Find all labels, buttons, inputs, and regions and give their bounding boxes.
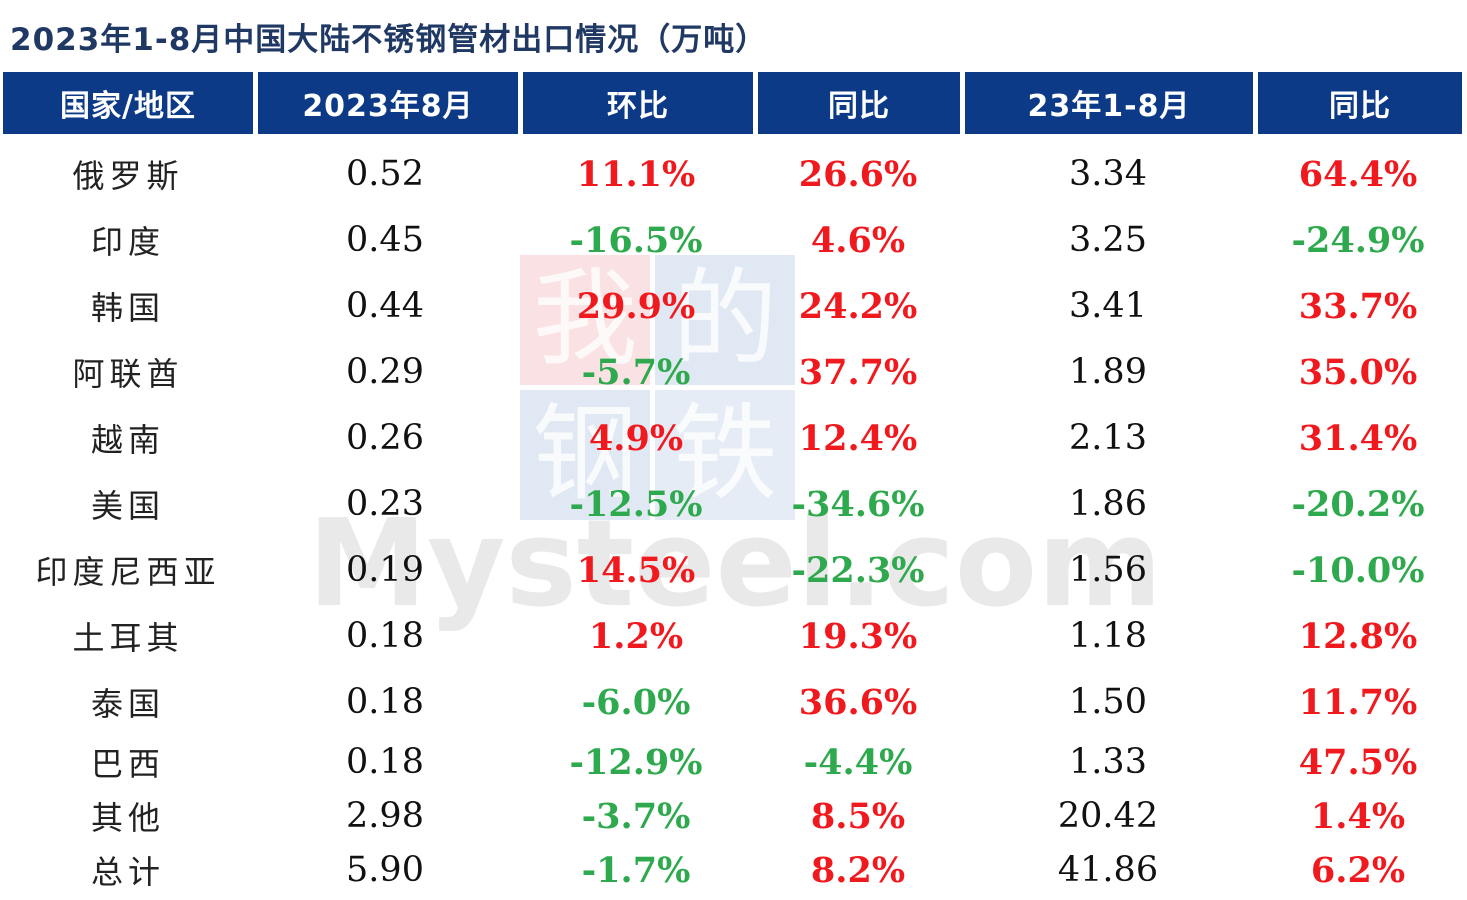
table-row: 俄罗斯 0.52 11.1% 26.6% 3.34 64.4% xyxy=(0,144,1467,204)
cell-ytd: 3.25 xyxy=(1069,220,1147,260)
cell-ytd: 1.56 xyxy=(1069,550,1147,590)
cell-aug: 5.90 xyxy=(346,850,424,890)
cell-ytd-yoy: 1.4% xyxy=(1310,795,1406,837)
cell-ytd-yoy: 35.0% xyxy=(1298,351,1418,393)
cell-ytd-yoy: 12.8% xyxy=(1298,615,1418,657)
cell-yoy: 8.2% xyxy=(810,849,906,891)
cell-ytd: 1.18 xyxy=(1069,616,1147,656)
cell-ytd: 2.13 xyxy=(1069,418,1147,458)
cell-country: 其他 xyxy=(90,799,165,837)
table-row: 其他 2.98 -3.7% 8.5% 20.42 1.4% xyxy=(0,786,1467,846)
table-row: 土耳其 0.18 1.2% 19.3% 1.18 12.8% xyxy=(0,606,1467,666)
cell-ytd-yoy: 31.4% xyxy=(1298,417,1418,459)
cell-aug: 0.19 xyxy=(346,550,424,590)
cell-yoy: 37.7% xyxy=(798,351,918,393)
table-row: 韩国 0.44 29.9% 24.2% 3.41 33.7% xyxy=(0,276,1467,336)
cell-aug: 0.18 xyxy=(346,682,424,722)
cell-mom: -3.7% xyxy=(581,795,691,837)
cell-ytd: 3.41 xyxy=(1069,286,1147,326)
cell-ytd-yoy: -24.9% xyxy=(1291,219,1425,261)
chart-title: 2023年1-8月中国大陆不锈钢管材出口情况（万吨） xyxy=(10,22,768,58)
cell-ytd: 1.86 xyxy=(1069,484,1147,524)
cell-yoy: 26.6% xyxy=(798,153,918,195)
header-ytd-yoy: 同比 xyxy=(1258,72,1462,134)
cell-yoy: -4.4% xyxy=(803,741,913,783)
header-ytd: 23年1-8月 xyxy=(965,72,1253,134)
table-header: 国家/地区 2023年8月 环比 同比 23年1-8月 同比 xyxy=(3,72,1462,134)
cell-mom: -5.7% xyxy=(581,351,691,393)
cell-yoy: 8.5% xyxy=(810,795,906,837)
cell-mom: 29.9% xyxy=(576,285,696,327)
cell-aug: 0.23 xyxy=(346,484,424,524)
header-country: 国家/地区 xyxy=(3,72,253,134)
cell-ytd-yoy: 11.7% xyxy=(1298,681,1418,723)
cell-ytd: 3.34 xyxy=(1069,154,1147,194)
cell-mom: -12.5% xyxy=(569,483,703,525)
cell-ytd-yoy: -10.0% xyxy=(1291,549,1425,591)
table-row: 总计 5.90 -1.7% 8.2% 41.86 6.2% xyxy=(0,840,1467,900)
table-row: 美国 0.23 -12.5% -34.6% 1.86 -20.2% xyxy=(0,474,1467,534)
cell-ytd: 1.33 xyxy=(1069,742,1147,782)
table-row: 巴西 0.18 -12.9% -4.4% 1.33 47.5% xyxy=(0,732,1467,792)
table-row: 阿联酋 0.29 -5.7% 37.7% 1.89 35.0% xyxy=(0,342,1467,402)
header-aug: 2023年8月 xyxy=(258,72,518,134)
cell-ytd-yoy: 47.5% xyxy=(1298,741,1418,783)
cell-country: 韩国 xyxy=(90,289,165,327)
header-yoy: 同比 xyxy=(758,72,960,134)
cell-ytd: 41.86 xyxy=(1057,850,1159,890)
table-row: 印度 0.45 -16.5% 4.6% 3.25 -24.9% xyxy=(0,210,1467,270)
cell-ytd-yoy: 64.4% xyxy=(1298,153,1418,195)
cell-country: 印度 xyxy=(90,223,165,261)
table-row: 印度尼西亚 0.19 14.5% -22.3% 1.56 -10.0% xyxy=(0,540,1467,600)
cell-mom: -16.5% xyxy=(569,219,703,261)
cell-country: 美国 xyxy=(90,487,165,525)
cell-mom: 14.5% xyxy=(576,549,696,591)
cell-aug: 0.45 xyxy=(346,220,424,260)
cell-aug: 0.18 xyxy=(346,616,424,656)
cell-country: 俄罗斯 xyxy=(72,157,184,195)
cell-mom: 11.1% xyxy=(576,153,696,195)
cell-yoy: 19.3% xyxy=(798,615,918,657)
table-row: 越南 0.26 4.9% 12.4% 2.13 31.4% xyxy=(0,408,1467,468)
cell-yoy: -22.3% xyxy=(791,549,925,591)
cell-aug: 2.98 xyxy=(346,796,424,836)
cell-ytd-yoy: 6.2% xyxy=(1310,849,1406,891)
cell-ytd-yoy: -20.2% xyxy=(1291,483,1425,525)
cell-mom: 1.2% xyxy=(588,615,684,657)
cell-country: 印度尼西亚 xyxy=(35,553,221,591)
cell-country: 巴西 xyxy=(90,745,165,783)
cell-ytd-yoy: 33.7% xyxy=(1298,285,1418,327)
cell-aug: 0.29 xyxy=(346,352,424,392)
cell-mom: -6.0% xyxy=(581,681,691,723)
cell-yoy: 24.2% xyxy=(798,285,918,327)
cell-aug: 0.52 xyxy=(346,154,424,194)
cell-aug: 0.44 xyxy=(346,286,424,326)
header-mom: 环比 xyxy=(523,72,753,134)
cell-country: 泰国 xyxy=(90,685,165,723)
cell-ytd: 20.42 xyxy=(1057,796,1159,836)
cell-yoy: 4.6% xyxy=(810,219,906,261)
cell-mom: -12.9% xyxy=(569,741,703,783)
cell-yoy: 12.4% xyxy=(798,417,918,459)
cell-ytd: 1.50 xyxy=(1069,682,1147,722)
table-row: 泰国 0.18 -6.0% 36.6% 1.50 11.7% xyxy=(0,672,1467,732)
cell-yoy: 36.6% xyxy=(798,681,918,723)
cell-aug: 0.18 xyxy=(346,742,424,782)
cell-ytd: 1.89 xyxy=(1069,352,1147,392)
cell-aug: 0.26 xyxy=(346,418,424,458)
cell-country: 土耳其 xyxy=(72,619,184,657)
cell-mom: 4.9% xyxy=(588,417,684,459)
cell-country: 越南 xyxy=(90,421,165,459)
cell-country: 总计 xyxy=(90,853,165,891)
cell-mom: -1.7% xyxy=(581,849,691,891)
cell-yoy: -34.6% xyxy=(791,483,925,525)
cell-country: 阿联酋 xyxy=(72,355,184,393)
